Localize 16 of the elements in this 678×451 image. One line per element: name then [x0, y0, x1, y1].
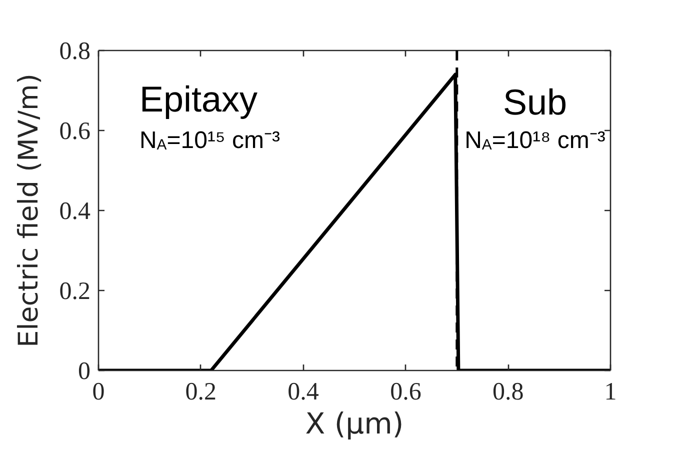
x-tick-label: 0.6 — [390, 378, 422, 406]
y-axis-title: Electric field (MV/m) — [13, 74, 44, 348]
y-tick-label: 0 — [78, 358, 90, 385]
annotation: NA=10¹⁸ cm⁻³ — [464, 127, 606, 154]
x-tick-label: 0.8 — [492, 378, 524, 406]
x-tick-label: 1 — [604, 378, 617, 406]
annotation: Epitaxy — [139, 78, 258, 120]
x-axis-title: X (μm) — [305, 406, 404, 440]
x-tick-label: 0.4 — [288, 378, 320, 406]
y-tick-label: 0.8 — [59, 38, 90, 65]
y-tick-label: 0.4 — [59, 198, 91, 225]
x-tick-label: 0.2 — [185, 378, 217, 406]
y-tick-label: 0.6 — [59, 118, 90, 145]
annotation: Sub — [502, 82, 568, 123]
y-tick-label: 0.2 — [59, 278, 90, 305]
annotation: NA=10¹⁵ cm⁻³ — [139, 127, 280, 154]
